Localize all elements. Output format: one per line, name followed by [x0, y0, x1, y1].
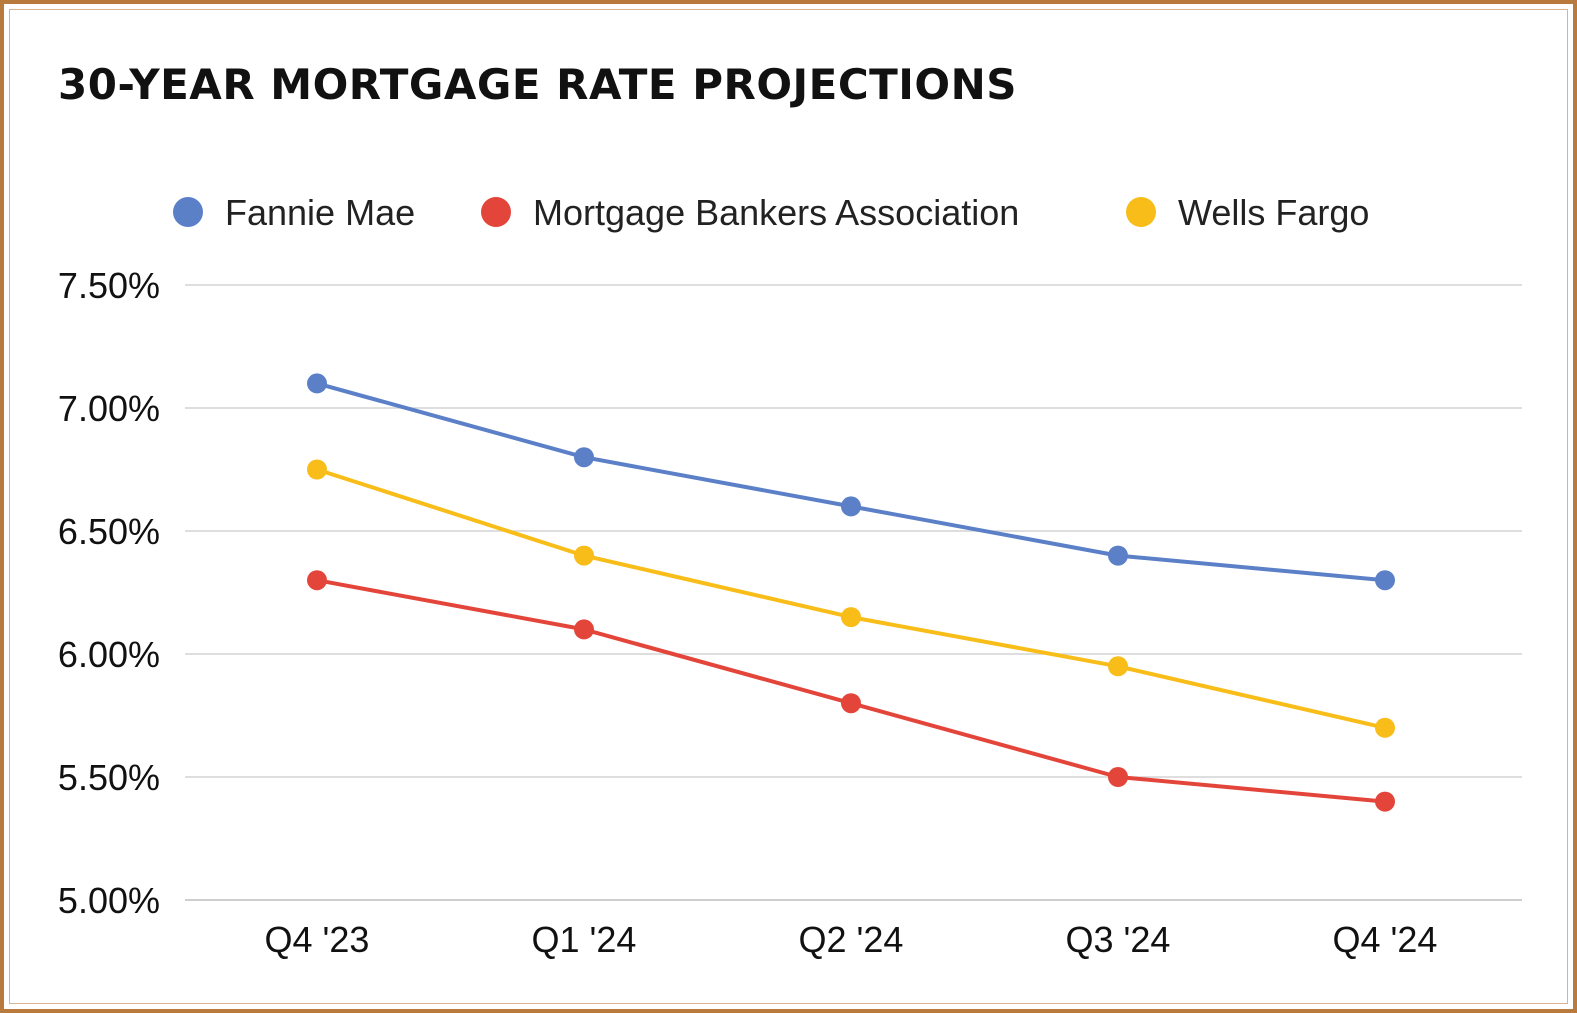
x-axis-tick-labels: Q4 '23 Q1 '24 Q2 '24 Q3 '24 Q4 '24	[265, 919, 1438, 960]
data-point-fannie-mae	[841, 496, 861, 517]
y-tick-label: 7.00%	[58, 388, 160, 429]
y-tick-label: 7.50%	[58, 265, 160, 306]
data-point-mortgage-bankers-association	[307, 570, 327, 591]
y-tick-label: 5.00%	[58, 880, 160, 921]
legend-marker	[173, 197, 203, 227]
series-line-fannie-mae	[315, 381, 1387, 583]
legend-marker	[481, 197, 511, 227]
data-point-fannie-mae	[307, 373, 327, 394]
y-tick-label: 6.50%	[58, 511, 160, 552]
legend-item-mortgage-bankers-association: Mortgage Bankers Association	[481, 192, 1019, 233]
data-point-wells-fargo	[307, 459, 327, 480]
x-tick-label: Q4 '24	[1333, 919, 1438, 960]
y-tick-label: 6.00%	[58, 634, 160, 675]
legend-label: Wells Fargo	[1178, 192, 1369, 233]
data-point-mortgage-bankers-association	[574, 619, 594, 640]
data-point-mortgage-bankers-association	[841, 693, 861, 714]
legend-item-wells-fargo: Wells Fargo	[1126, 192, 1369, 233]
y-tick-label: 5.50%	[58, 757, 160, 798]
legend-marker	[1126, 197, 1156, 227]
chart-legend: Fannie Mae Mortgage Bankers Association We…	[173, 192, 1369, 233]
series-lines	[315, 381, 1387, 804]
data-point-wells-fargo	[574, 545, 594, 566]
chart-title: 30-YEAR MORTGAGE RATE PROJECTIONS	[58, 60, 1018, 109]
legend-item-fannie-mae: Fannie Mae	[173, 192, 415, 233]
series-points	[307, 373, 1395, 812]
data-point-mortgage-bankers-association	[1375, 791, 1395, 812]
x-tick-label: Q2 '24	[799, 919, 904, 960]
data-point-wells-fargo	[1375, 717, 1395, 738]
data-point-fannie-mae	[1375, 570, 1395, 591]
legend-label: Fannie Mae	[225, 192, 415, 233]
data-point-fannie-mae	[1108, 545, 1128, 566]
data-point-fannie-mae	[574, 447, 594, 468]
data-point-wells-fargo	[841, 607, 861, 628]
x-tick-label: Q4 '23	[265, 919, 370, 960]
x-tick-label: Q3 '24	[1066, 919, 1171, 960]
chart-frame-inner-border	[9, 9, 1568, 1004]
data-point-mortgage-bankers-association	[1108, 767, 1128, 787]
data-point-wells-fargo	[1108, 656, 1128, 677]
y-axis-tick-labels: 5.00% 5.50% 6.00% 6.50% 7.00% 7.50%	[58, 265, 160, 921]
x-tick-label: Q1 '24	[532, 919, 637, 960]
legend-label: Mortgage Bankers Association	[533, 192, 1019, 233]
